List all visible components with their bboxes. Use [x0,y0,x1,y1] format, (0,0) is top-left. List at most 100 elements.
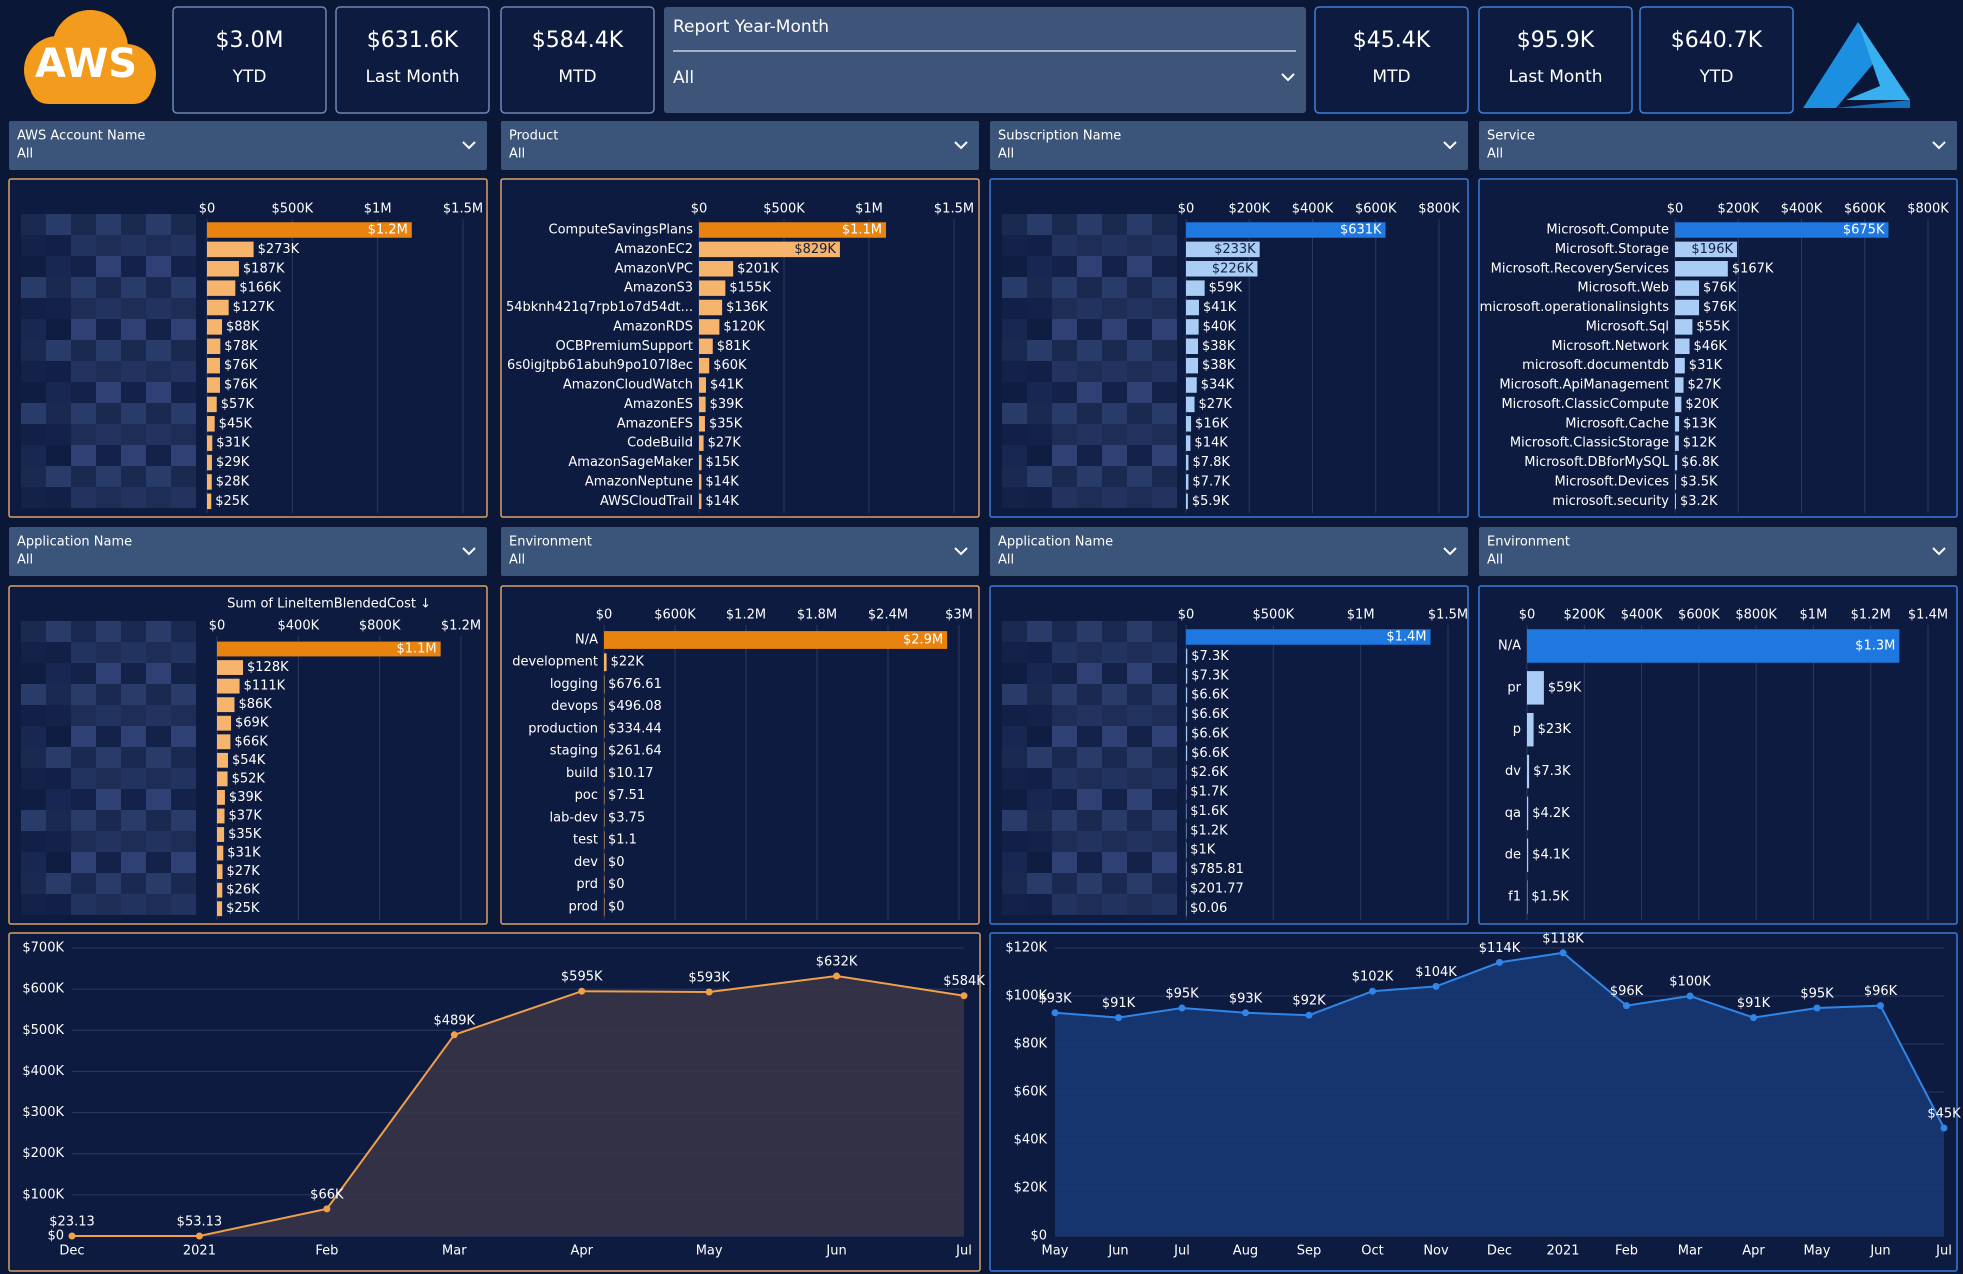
value-label: $95K [1800,987,1834,1002]
point [1369,987,1376,995]
blurred-label [1027,235,1052,256]
filter-label: Report Year-Month [673,17,829,37]
blurred-label [46,487,71,508]
point [450,1031,458,1039]
slicer-value: All [17,147,33,162]
point [1877,1002,1884,1010]
value-label: $201.77 [1190,881,1244,896]
kpi-label: Last Month [1508,67,1602,87]
value-label: $127K [233,300,275,315]
bar [1675,416,1680,432]
blurred-label [171,340,196,361]
blurred-label [146,361,171,382]
blurred-label [46,319,71,340]
bar [1527,629,1900,663]
report-filter-box[interactable] [664,7,1306,113]
value-label: $233K [1214,242,1256,257]
category-label: ComputeSavingsPlans [549,223,694,238]
blurred-label [1127,852,1152,873]
slicer[interactable] [501,121,979,170]
value-label: $6.6K [1191,726,1229,741]
blurred-label [146,663,171,684]
blurred-label [1102,894,1127,915]
value-label: $46K [1694,339,1728,354]
blurred-label [1052,403,1077,424]
panel [1478,178,1958,518]
blurred-label [71,466,96,487]
blurred-label [1077,361,1102,382]
blurred-label [1002,831,1027,852]
slicer-chevron[interactable] [1932,141,1946,150]
slicer[interactable] [9,527,487,576]
slicer-chevron[interactable] [1443,141,1457,150]
category-label: Microsoft.Web [1577,281,1669,296]
blurred-label [21,663,46,684]
panel [1478,585,1958,925]
blurred-label [46,768,71,789]
blurred-label [1002,298,1027,319]
slicer[interactable] [990,121,1468,170]
value-label: $1.4M [1386,630,1426,645]
bar [1186,222,1386,238]
blurred-label [1102,445,1127,466]
slicer-chevron[interactable] [1932,547,1946,556]
x-tick-label: Apr [1742,1244,1765,1259]
blurred-label [1102,214,1127,235]
value-label: $632K [816,954,858,969]
value-label: $45K [1927,1107,1961,1122]
slicer[interactable] [1479,527,1957,576]
category-label: development [512,655,598,670]
slicer-value: All [998,553,1014,568]
slicer[interactable] [501,527,979,576]
slicer-chevron[interactable] [462,547,476,556]
blurred-label [146,214,171,235]
bar [1186,881,1187,897]
slicer-chevron[interactable] [954,547,968,556]
blurred-label [146,768,171,789]
slicer-chevron[interactable] [1443,547,1457,556]
slicer[interactable] [1479,121,1957,170]
x-tick-label: Oct [1361,1244,1383,1259]
bar [1186,629,1431,645]
slicer-chevron[interactable] [462,141,476,150]
value-label: $0 [608,877,625,892]
blurred-label [121,277,146,298]
blurred-label [1002,235,1027,256]
blurred-label [1152,642,1177,663]
bar [217,641,441,657]
blurred-label [1102,873,1127,894]
blurred-label [46,256,71,277]
x-tick-label: May [1804,1244,1831,1259]
slicer[interactable] [990,527,1468,576]
blurred-label [1027,298,1052,319]
slicer-chevron[interactable] [954,141,968,150]
blurred-label [1152,277,1177,298]
blurred-label [71,319,96,340]
blurred-label [1052,319,1077,340]
point [1242,1009,1249,1017]
kpi-label: YTD [232,67,267,87]
category-label: Microsoft.ApiManagement [1499,378,1669,393]
bar [1186,416,1192,432]
bar [1675,357,1685,374]
blurred-label [71,403,96,424]
blurred-label [1152,621,1177,642]
blurred-label [1102,403,1127,424]
blurred-label [71,810,96,831]
slicer[interactable] [9,121,487,170]
x-tick-label: $1M [364,202,392,217]
x-tick-label: Feb [315,1244,338,1259]
kpi-card [500,6,655,114]
blurred-label [1127,319,1152,340]
bar [1186,261,1258,277]
blurred-label [46,642,71,663]
blurred-label [146,789,171,810]
value-label: $41K [1203,300,1237,315]
blurred-label [171,789,196,810]
blurred-label [1152,214,1177,235]
category-label: 6s0igjtpb61abuh9po107l8ec [507,358,693,373]
report-filter[interactable]: Report Year-Month All [664,7,1306,113]
bar [699,377,706,393]
